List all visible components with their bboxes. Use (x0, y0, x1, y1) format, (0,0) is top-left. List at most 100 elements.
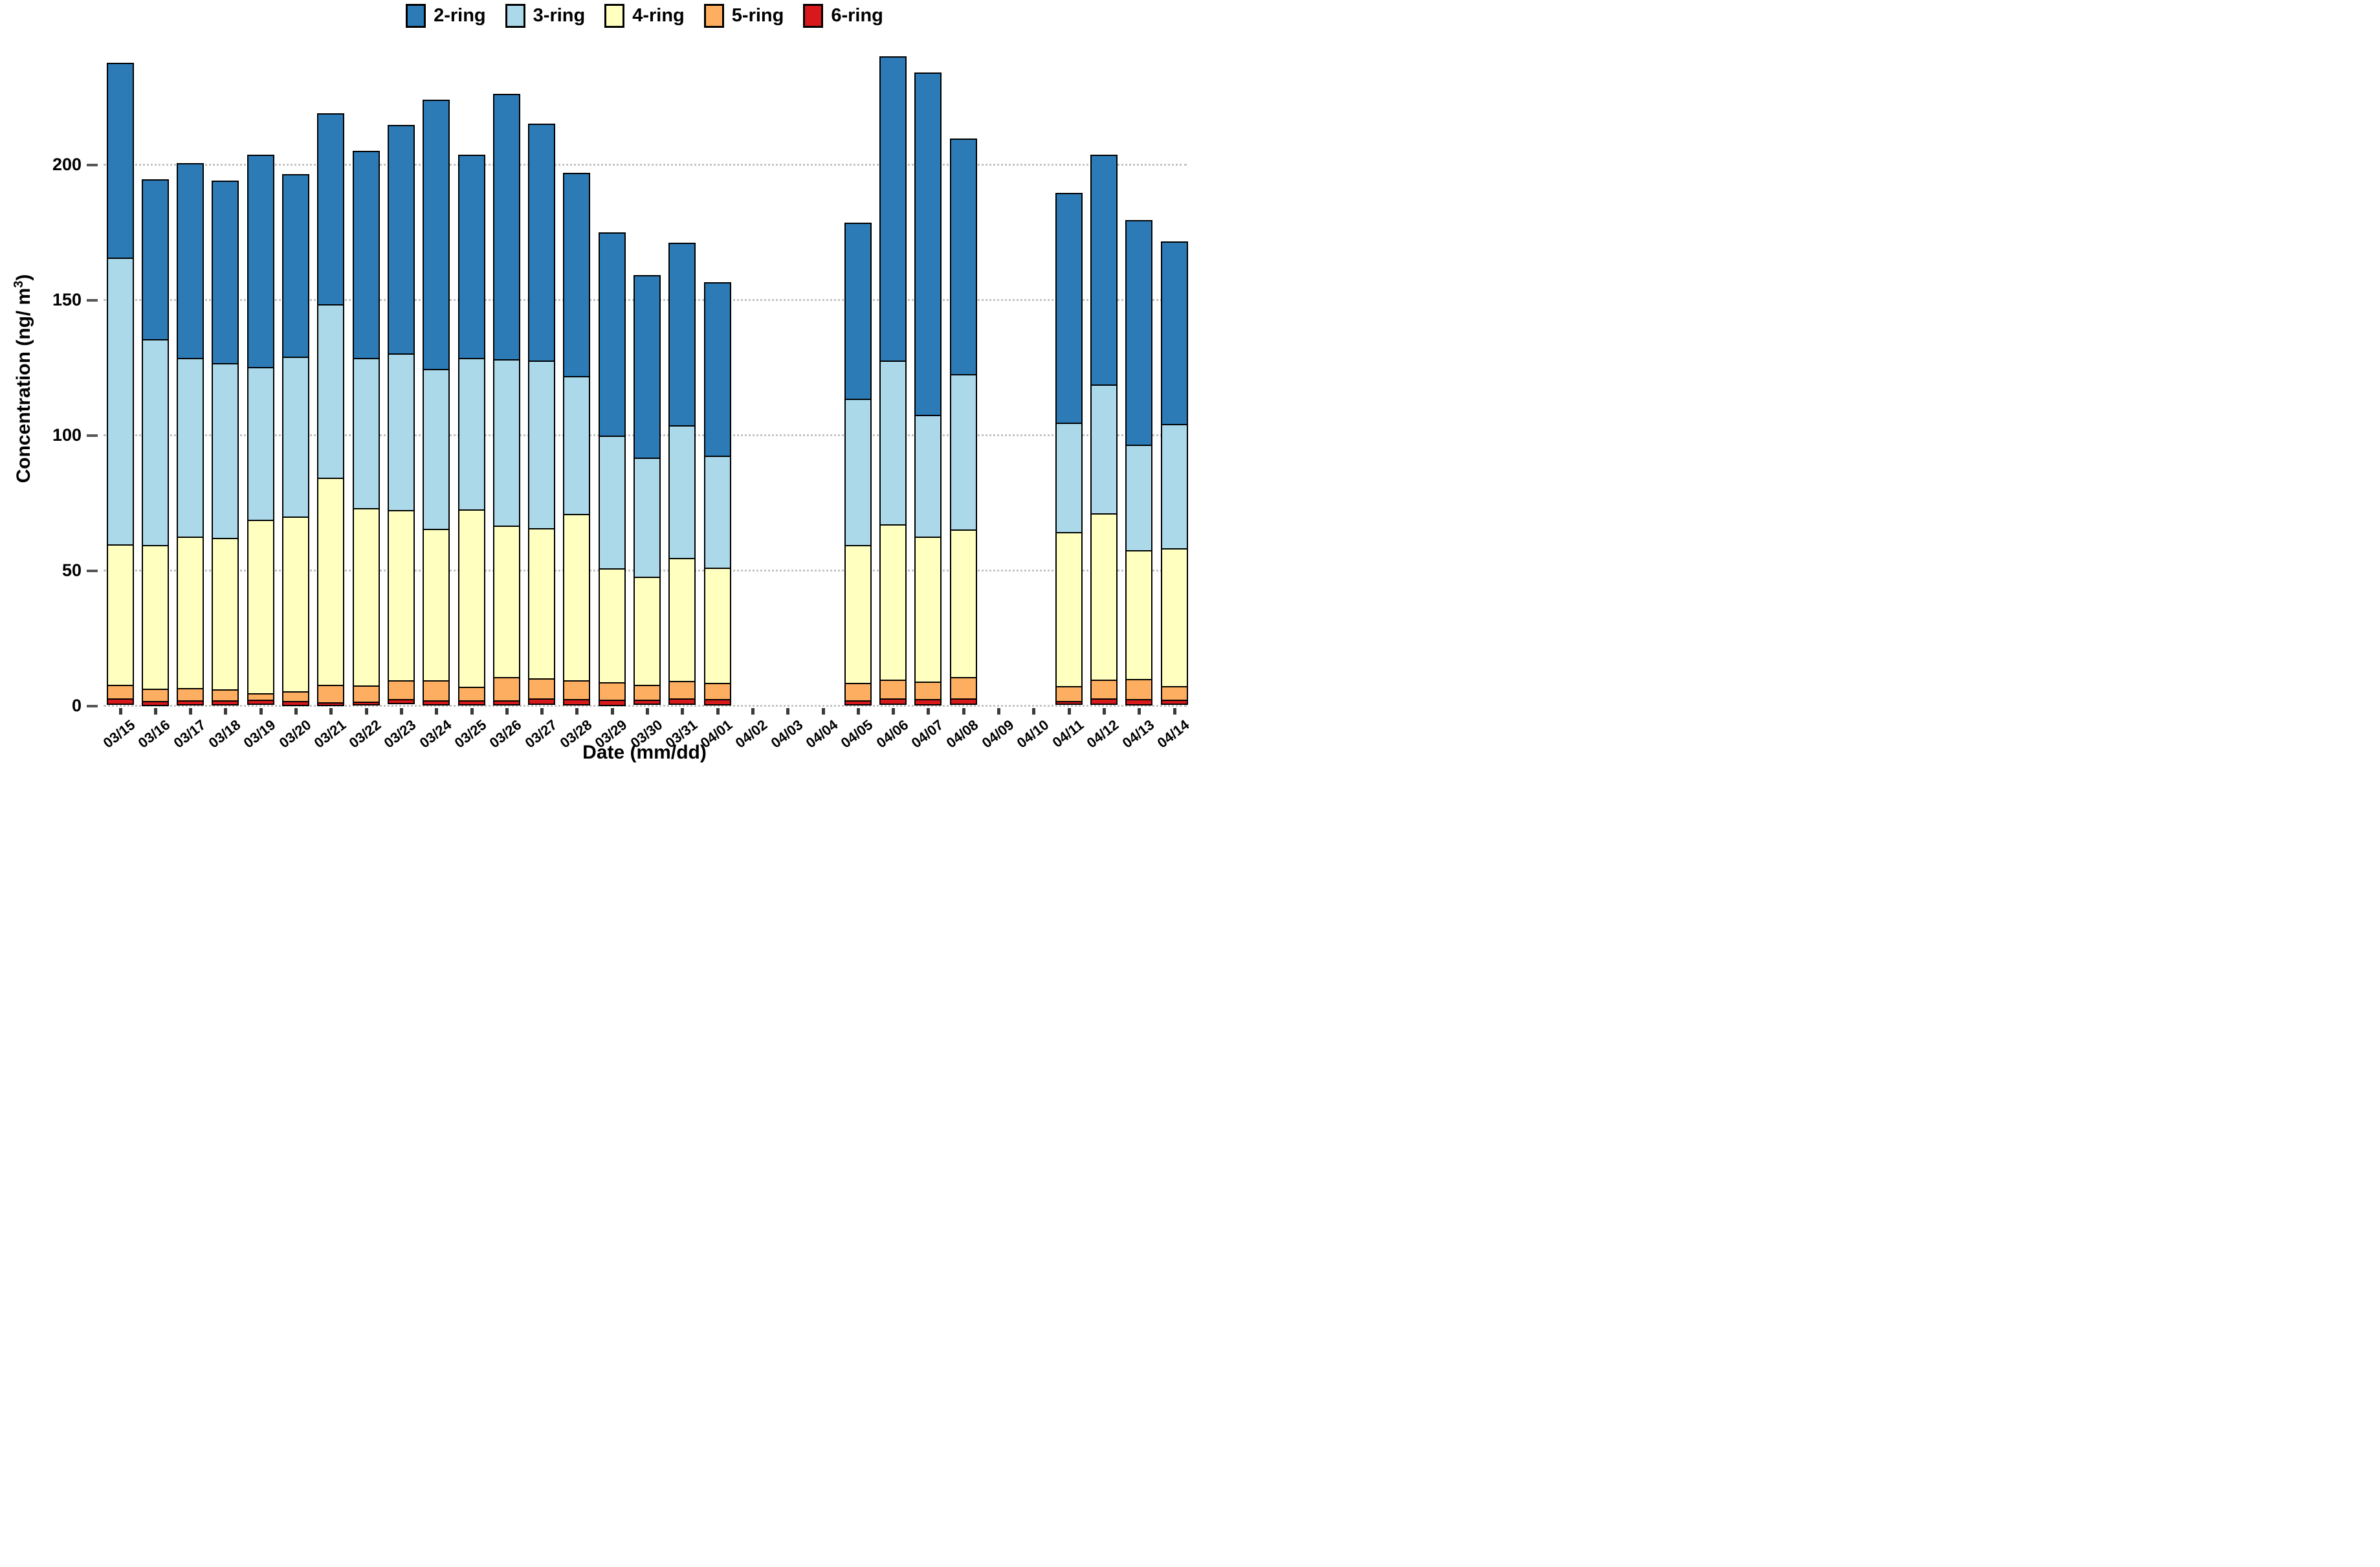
legend-label: 6-ring (831, 5, 883, 26)
segment-5-ring (388, 681, 414, 700)
segment-6-ring (564, 700, 590, 705)
x-tick-mark (1138, 708, 1141, 715)
x-tick-mark (259, 708, 263, 715)
segment-3-ring (283, 357, 309, 517)
y-tick-label: 50 (61, 561, 82, 580)
bar-04-06 (879, 56, 907, 705)
y-tick-mark (87, 434, 98, 437)
gridline-y-0 (104, 705, 1187, 707)
segment-2-ring (283, 175, 309, 357)
bar-03-30 (634, 275, 661, 705)
legend-label: 2-ring (434, 5, 486, 26)
x-tick-mark (505, 708, 509, 715)
segment-6-ring (247, 700, 274, 704)
x-tick-mark (856, 708, 860, 715)
bar-03-21 (317, 113, 345, 706)
segment-5-ring (1055, 687, 1082, 702)
segment-5-ring (529, 679, 555, 699)
segment-5-ring (704, 683, 731, 700)
segment-3-ring (634, 458, 660, 577)
segment-5-ring (142, 689, 168, 702)
segment-2-ring (1055, 194, 1082, 423)
segment-4-ring (1161, 549, 1187, 687)
segment-4-ring (1126, 551, 1152, 680)
segment-4-ring (844, 546, 871, 683)
segment-5-ring (599, 683, 625, 700)
x-tick-mark (821, 708, 825, 715)
bar-04-01 (703, 282, 731, 706)
x-tick-mark (435, 708, 439, 715)
segment-5-ring (669, 682, 696, 699)
legend-item-6-ring: 6-ring (803, 4, 883, 28)
bar-03-24 (423, 100, 450, 706)
x-tick-mark (610, 708, 614, 715)
x-tick-mark (1102, 708, 1106, 715)
segment-5-ring (564, 681, 590, 700)
segment-6-ring (388, 700, 414, 704)
segment-4-ring (177, 537, 204, 689)
bar-04-13 (1125, 220, 1153, 706)
segment-6-ring (318, 703, 344, 706)
segment-5-ring (177, 689, 204, 701)
legend-swatch-3-ring-icon (505, 4, 525, 28)
segment-3-ring (458, 359, 485, 510)
legend-label: 5-ring (731, 5, 784, 26)
segment-4-ring (669, 559, 696, 682)
legend-swatch-5-ring-icon (703, 4, 724, 28)
segment-4-ring (388, 511, 414, 681)
x-tick-mark (118, 708, 122, 715)
x-tick-mark (575, 708, 579, 715)
segment-3-ring (318, 305, 344, 478)
segment-6-ring (1161, 700, 1187, 704)
bar-03-18 (212, 181, 239, 706)
x-tick-mark (716, 708, 720, 715)
segment-5-ring (458, 687, 485, 701)
bar-04-14 (1160, 241, 1188, 705)
segment-2-ring (318, 114, 344, 305)
segment-6-ring (458, 701, 485, 705)
bar-03-27 (528, 124, 556, 705)
segment-4-ring (704, 568, 731, 683)
segment-3-ring (247, 368, 274, 520)
legend-item-3-ring: 3-ring (505, 4, 585, 28)
x-tick-mark (540, 708, 544, 715)
y-tick-label: 200 (52, 155, 82, 174)
y-axis-title: Concentration (ng/ m3) (12, 274, 34, 483)
segment-4-ring (423, 529, 450, 681)
segment-4-ring (915, 537, 942, 682)
segment-6-ring (353, 702, 379, 705)
segment-6-ring (1090, 699, 1117, 704)
segment-6-ring (529, 699, 555, 704)
segment-4-ring (283, 517, 309, 692)
x-tick-mark (224, 708, 228, 715)
segment-6-ring (1055, 702, 1082, 704)
segment-5-ring (880, 680, 907, 699)
bar-04-12 (1090, 155, 1118, 705)
segment-5-ring (212, 690, 239, 701)
segment-2-ring (599, 233, 625, 436)
bar-03-22 (352, 151, 380, 706)
segment-2-ring (880, 57, 907, 361)
x-tick-mark (927, 708, 931, 715)
segment-3-ring (1161, 425, 1187, 549)
bar-03-15 (106, 63, 134, 705)
segment-4-ring (247, 520, 274, 694)
x-tick-mark (364, 708, 368, 715)
segment-2-ring (142, 180, 168, 340)
bar-03-20 (282, 174, 309, 706)
segment-3-ring (493, 360, 520, 526)
segment-4-ring (107, 545, 133, 685)
segment-2-ring (915, 73, 942, 416)
segment-2-ring (423, 100, 450, 370)
segment-3-ring (599, 436, 625, 569)
segment-4-ring (1055, 533, 1082, 687)
segment-6-ring (423, 701, 450, 705)
bar-03-25 (457, 155, 485, 706)
legend-label: 4-ring (632, 5, 685, 26)
segment-2-ring (458, 155, 485, 359)
segment-5-ring (1161, 687, 1187, 700)
segment-3-ring (177, 359, 204, 537)
segment-2-ring (950, 139, 976, 375)
x-tick-mark (189, 708, 193, 715)
x-tick-mark (751, 708, 755, 715)
